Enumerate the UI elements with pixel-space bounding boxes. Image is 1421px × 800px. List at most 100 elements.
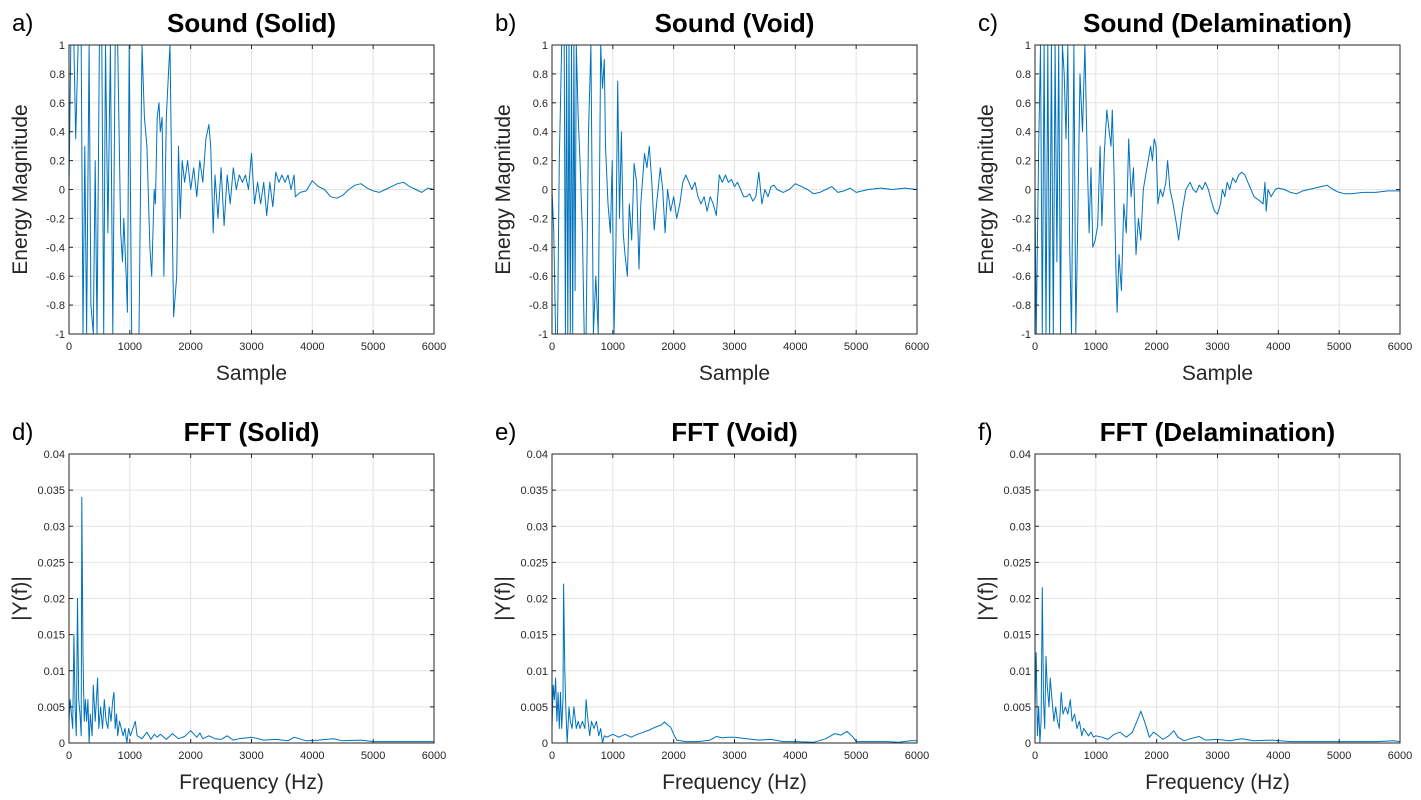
y-tick-label: -0.2 [1012,213,1031,225]
y-tick-label: 0.4 [1016,127,1031,139]
series-line [551,583,917,744]
y-tick-label: 0.03 [1010,521,1031,533]
chart-title: FFT (Void) [671,417,798,447]
y-tick-label: 0.03 [527,521,548,533]
y-tick-label: 0.6 [533,98,548,110]
x-tick-label: 6000 [905,341,929,353]
y-tick-label: 0.02 [1010,594,1031,606]
y-axis-label: Energy Magnitude [975,104,998,274]
x-tick-label: 1000 [1084,341,1108,353]
y-tick-label: 0.2 [1016,156,1031,168]
y-tick-label: -0.8 [1012,300,1031,312]
subplot-e: 0 1000 2000 3000 4000 5000 6000 0 0.005 0.01 0.015… [492,417,929,794]
x-tick-label: 5000 [1327,341,1351,353]
x-tick-label: 0 [549,750,555,762]
x-tick-label: 3000 [239,341,263,353]
x-tick-label: 2000 [1144,341,1168,353]
x-tick-label: 1000 [601,750,625,762]
x-tick-label: 1000 [118,750,142,762]
y-tick-label: 0 [1025,185,1031,197]
y-axis-label: |Y(f)| [9,576,32,621]
y-tick-label: 0.035 [1003,485,1031,497]
y-tick-label: -0.4 [1012,242,1031,254]
y-tick-label: 0.005 [37,702,65,714]
y-axis-label: |Y(f)| [975,576,998,621]
chart-title: Sound (Delamination) [1083,8,1352,38]
panel-label: a) [12,10,33,37]
y-tick-label: -1 [55,329,65,341]
y-tick-label: 0.6 [1016,98,1031,110]
x-tick-label: 4000 [783,750,807,762]
subplot-a: 0 1000 2000 3000 4000 5000 6000 -1 -0.8 -0.6 -0.4 -… [9,8,446,385]
y-tick-label: -0.8 [529,300,548,312]
x-tick-label: 4000 [300,341,324,353]
x-tick-label: 6000 [422,341,446,353]
series-line [551,44,918,335]
x-axis-label: Sample [1182,362,1253,385]
y-tick-label: 0.01 [44,666,65,678]
y-tick-label: 0.8 [533,69,548,81]
x-tick-label: 3000 [722,750,746,762]
panel-label: f) [978,419,993,446]
subplot-c: 0 1000 2000 3000 4000 5000 6000 -1 -0.8 -0.6 -0.4 -… [975,8,1412,385]
y-tick-label: 0.015 [520,630,548,642]
series-line [1034,44,1400,335]
x-tick-label: 3000 [1205,341,1229,353]
x-tick-label: 2000 [1144,750,1168,762]
y-tick-label: 0.04 [527,449,548,461]
x-tick-label: 5000 [361,341,385,353]
y-tick-label: -0.2 [529,213,548,225]
y-tick-label: -0.4 [529,242,548,254]
y-tick-label: 0.04 [1010,449,1031,461]
panel-label: c) [978,10,998,37]
x-tick-label: 6000 [422,750,446,762]
chart-title: Sound (Void) [655,8,815,38]
x-tick-label: 1000 [1084,750,1108,762]
x-axis-label: Frequency (Hz) [662,771,807,794]
y-tick-label: 1 [1025,40,1031,52]
y-tick-label: 0.01 [527,666,548,678]
y-tick-label: 0.015 [37,630,65,642]
x-tick-label: 4000 [783,341,807,353]
x-axis-label: Sample [216,362,287,385]
x-axis-label: Frequency (Hz) [179,771,324,794]
y-tick-label: 0.8 [1016,69,1031,81]
y-axis-label: |Y(f)| [492,576,515,621]
y-tick-label: -1 [538,329,548,341]
y-tick-label: 0.005 [520,702,548,714]
y-tick-label: -0.4 [46,242,65,254]
y-axis-label: Energy Magnitude [492,104,515,274]
y-tick-label: -0.8 [46,300,65,312]
chart-title: FFT (Solid) [184,417,320,447]
x-tick-label: 5000 [844,341,868,353]
x-tick-label: 5000 [844,750,868,762]
subplot-b: 0 1000 2000 3000 4000 5000 6000 -1 -0.8 -0.6 -0.4 -… [492,8,929,385]
y-tick-label: 0.04 [44,449,65,461]
x-tick-label: 6000 [1388,341,1412,353]
y-tick-label: 0.4 [50,127,65,139]
y-tick-label: -0.2 [46,213,65,225]
x-axis-label: Frequency (Hz) [1145,771,1290,794]
y-tick-label: 0.02 [527,594,548,606]
series-line [68,44,435,335]
x-tick-label: 0 [66,341,72,353]
x-tick-label: 5000 [1327,750,1351,762]
x-tick-label: 3000 [239,750,263,762]
x-tick-label: 0 [549,341,555,353]
y-tick-label: 0.025 [37,557,65,569]
x-tick-label: 0 [66,750,72,762]
x-tick-label: 2000 [661,341,685,353]
y-tick-label: -0.6 [46,271,65,283]
y-tick-label: -0.6 [1012,271,1031,283]
x-tick-label: 3000 [722,341,746,353]
x-tick-label: 2000 [178,341,202,353]
y-tick-label: 0.2 [533,156,548,168]
x-tick-label: 0 [1032,750,1038,762]
y-tick-label: 0.03 [44,521,65,533]
y-tick-label: 0.005 [1003,702,1031,714]
chart-title: FFT (Delamination) [1100,417,1335,447]
y-tick-label: 0.035 [37,485,65,497]
y-tick-label: 0 [542,185,548,197]
